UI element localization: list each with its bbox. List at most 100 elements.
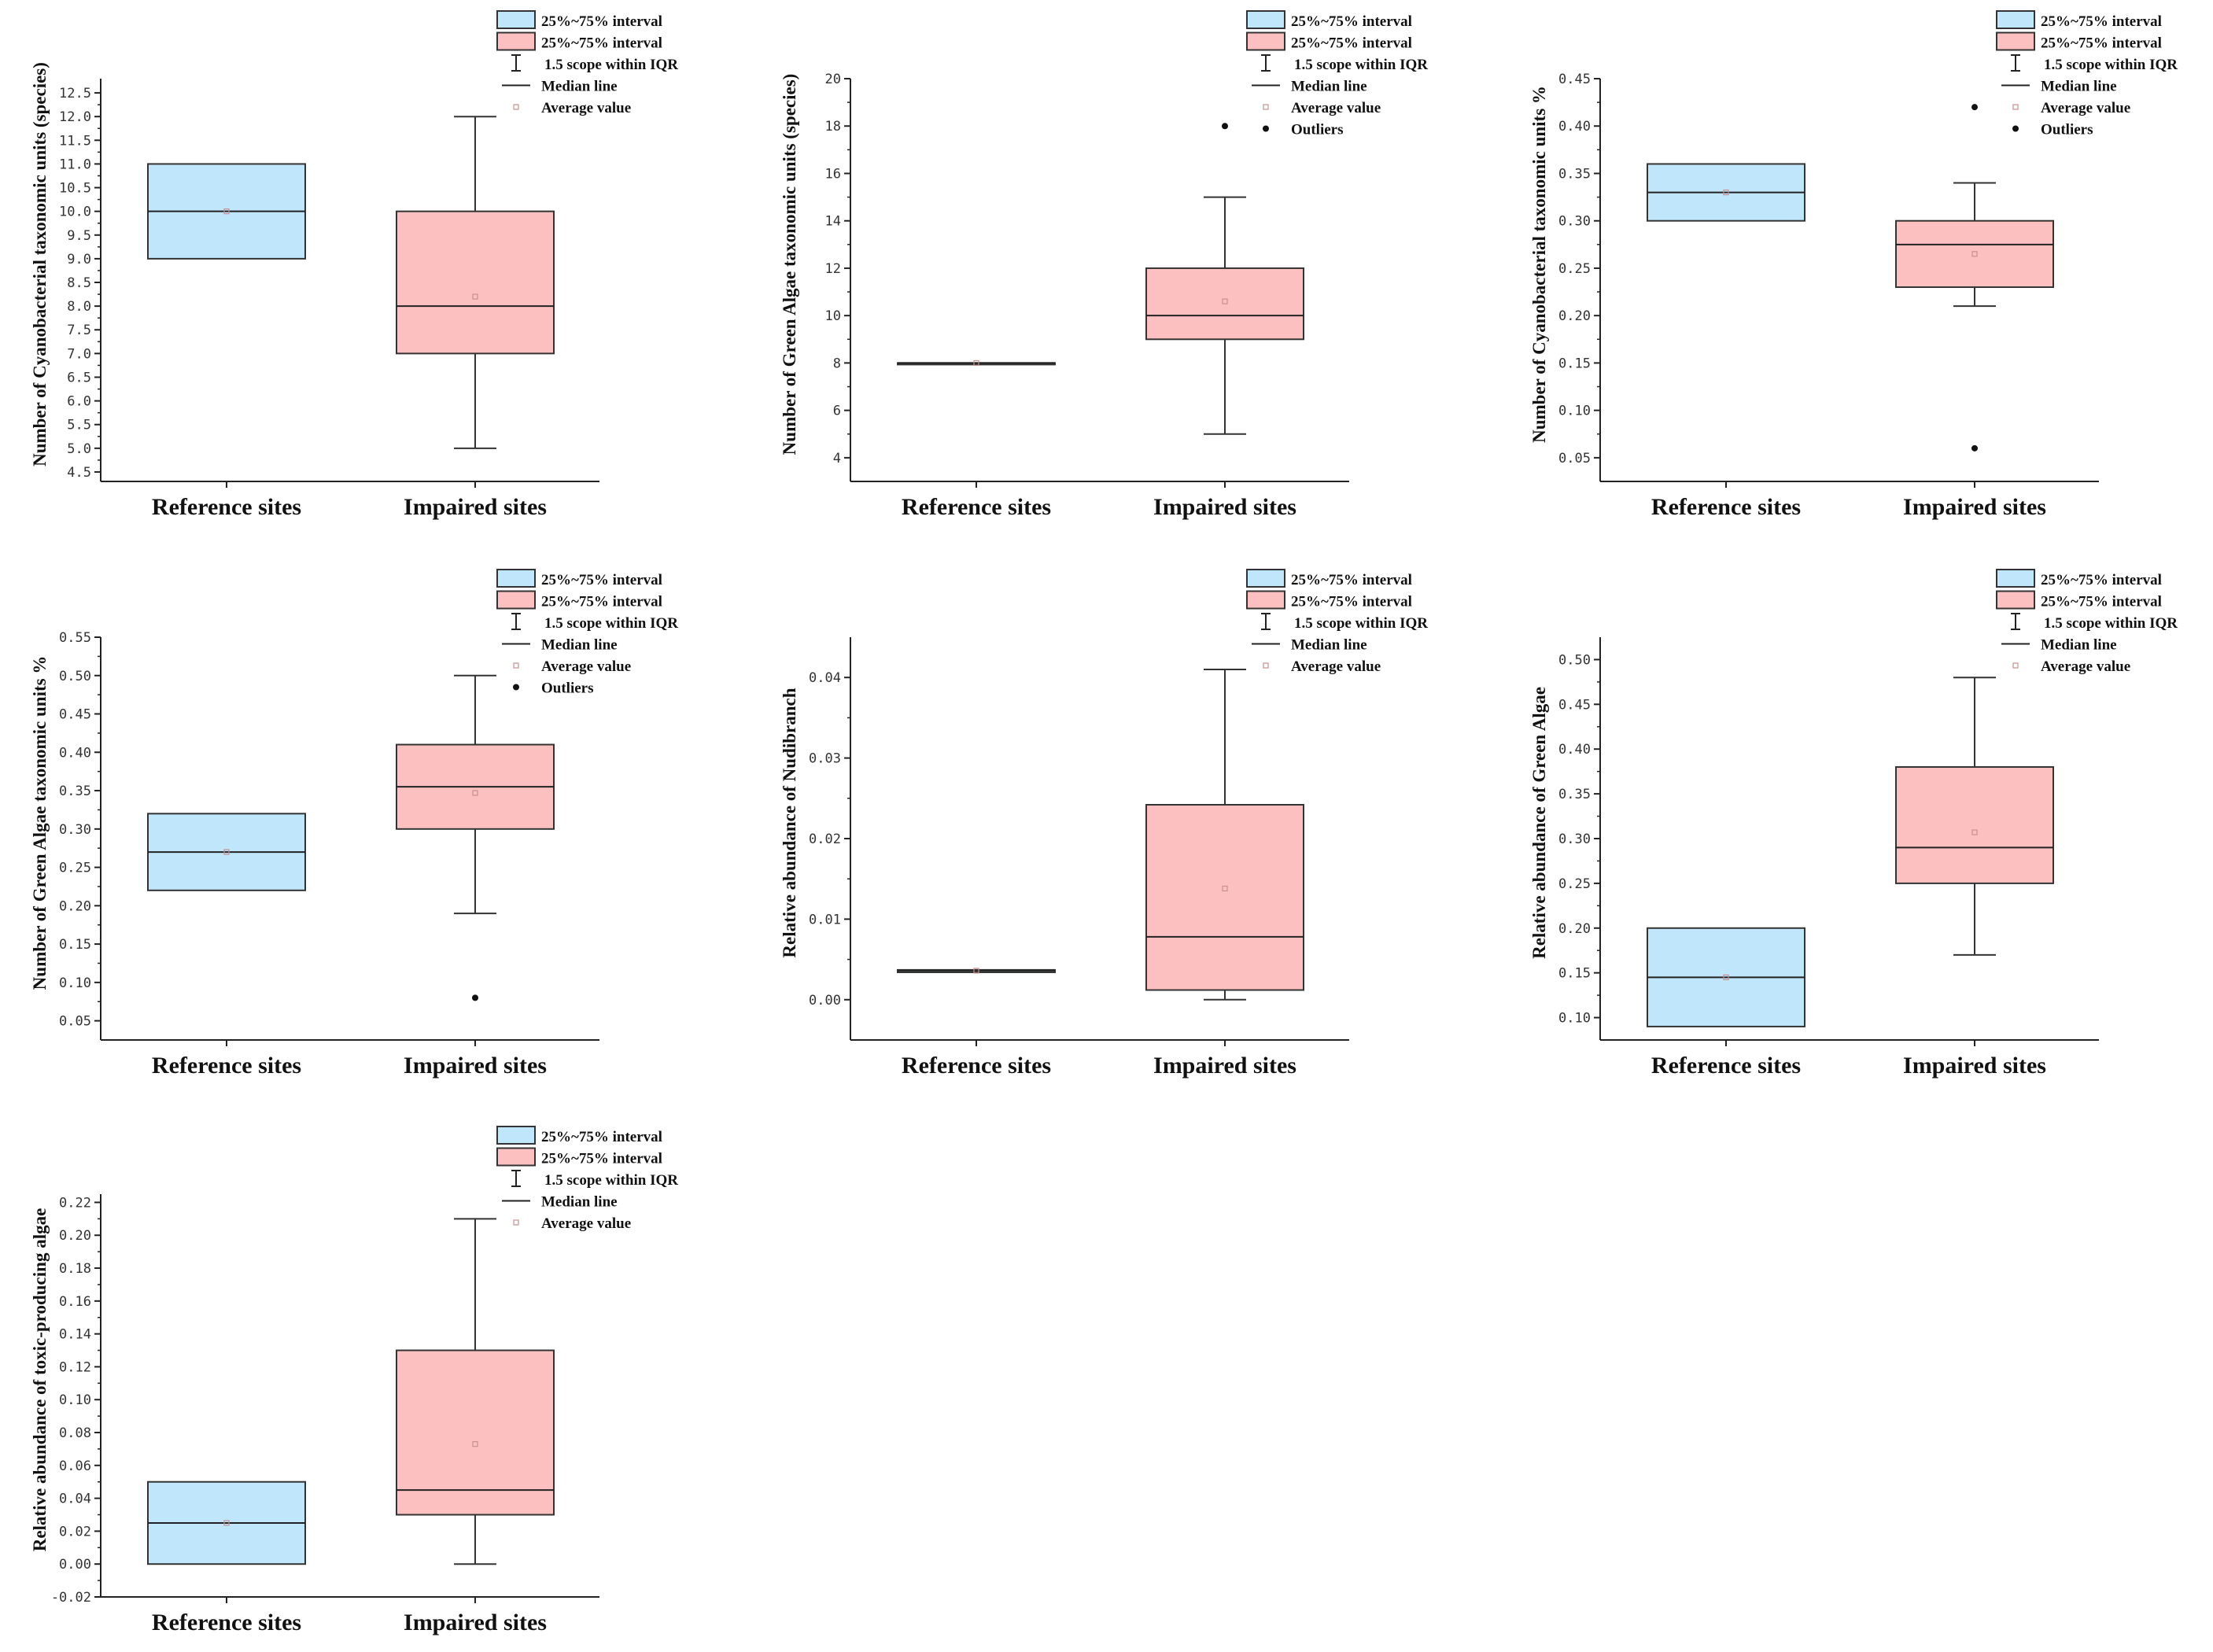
legend-label: Median line [2041, 79, 2117, 95]
y-tick-label: 0.40 [59, 745, 91, 761]
y-tick-label: 0.16 [59, 1294, 91, 1310]
y-tick-label: 12 [825, 261, 841, 277]
iqr-box [1145, 803, 1304, 991]
y-tick-label: 8 [833, 356, 841, 371]
legend-swatch-box [1246, 569, 1285, 588]
y-tick-label: 0.25 [1558, 876, 1591, 892]
chart-panel: -0.02 0.00 0.02 0.04 0.06 0.08 0.10 0.12 0.14 0.1… [30, 1126, 678, 1635]
impaired-box [1145, 123, 1304, 435]
legend-label: 25%~75% interval [1291, 594, 1412, 610]
y-axis-title: Number of Cyanobacterial taxonomic units… [1529, 86, 1549, 443]
legend-swatch-box [496, 569, 536, 588]
y-tick-label: 0.04 [809, 670, 841, 686]
legend-label: Outliers [2041, 122, 2093, 138]
legend-label: Median line [2041, 637, 2117, 654]
y-axis-title: Number of Cyanobacterial taxonomic units… [30, 62, 50, 466]
legend-swatch-box [1996, 31, 2035, 51]
legend-label: 1.5 scope within IQR [544, 1172, 678, 1189]
legend-label: 25%~75% interval [1291, 35, 1412, 52]
legend-label: Average value [541, 1215, 631, 1232]
legend-label: 25%~75% interval [541, 572, 662, 588]
chart-panel: 4.5 5.0 5.5 6.0 6.5 7.0 7.5 8.0 8.5 9.0 9.5 10.0 10.… [30, 10, 678, 520]
y-tick-label: 0.02 [59, 1524, 91, 1540]
x-category-label: Reference sites [152, 494, 301, 520]
legend-label: 25%~75% interval [1291, 572, 1412, 588]
y-tick-label: 10 [825, 308, 841, 324]
y-tick-label: 0.15 [59, 937, 91, 953]
y-tick-label: 7.5 [67, 323, 91, 338]
y-tick-label: 0.04 [59, 1492, 91, 1507]
y-axis-title: Number of Green Algae taxonomic units (s… [780, 74, 799, 455]
y-tick-label: 9.0 [67, 252, 91, 267]
x-category-label: Impaired sites [1153, 494, 1296, 520]
legend-label: 25%~75% interval [2041, 35, 2162, 52]
legend-swatch-box [496, 590, 536, 610]
y-axis-title: Number of Green Algae taxonomic units % [30, 656, 50, 990]
y-tick-label: 4.5 [67, 465, 91, 481]
legend-label: Average value [1291, 658, 1381, 675]
mean-marker [223, 849, 230, 855]
outlier-point [472, 994, 478, 1001]
legend-label: 1.5 scope within IQR [2044, 57, 2178, 73]
legend-swatch-box [1246, 590, 1285, 610]
legend: 25%~75% interval 25%~75% interval 1.5 scop… [1996, 569, 2178, 675]
mean-marker [472, 293, 478, 300]
y-tick-label: 0.20 [59, 1228, 91, 1244]
reference-box [1647, 163, 1805, 222]
x-category-label: Impaired sites [1903, 494, 2046, 520]
chart-panel: 0.05 0.10 0.15 0.20 0.25 0.30 0.35 0.40 0.45 Numb… [1529, 10, 2178, 520]
y-tick-label: 10.5 [59, 181, 91, 197]
chart-panel: 0.00 0.01 0.02 0.03 0.04 Relative abundance o… [780, 569, 1428, 1079]
impaired-box [396, 1218, 555, 1565]
y-tick-label: 0.30 [1558, 214, 1591, 230]
y-tick-label: 0.10 [59, 975, 91, 991]
y-tick-label: 12.5 [59, 86, 91, 101]
y-tick-label: 0.35 [1558, 787, 1591, 802]
iqr-box [1895, 219, 2054, 289]
legend-label: 1.5 scope within IQR [2044, 615, 2178, 632]
y-tick-label: 0.20 [1558, 921, 1591, 937]
legend-swatch-outlier [513, 684, 519, 691]
legend-label: Median line [541, 637, 618, 654]
y-tick-label: 4 [833, 451, 841, 466]
impaired-box [1895, 104, 2054, 452]
mean-marker [973, 360, 979, 367]
reference-box [147, 813, 306, 891]
mean-marker [1222, 298, 1228, 304]
mean-marker [1723, 189, 1729, 196]
y-tick-label: 0.18 [59, 1261, 91, 1277]
x-category-label: Impaired sites [404, 494, 547, 520]
mean-marker [472, 1441, 478, 1447]
y-tick-label: 0.20 [59, 898, 91, 914]
y-tick-label: 0.30 [1558, 832, 1591, 847]
legend-label: Median line [1291, 637, 1367, 654]
x-category-label: Reference sites [1651, 494, 1801, 520]
legend-swatch-mean [2012, 662, 2019, 669]
legend-label: 25%~75% interval [1291, 13, 1412, 30]
legend: 25%~75% interval 25%~75% interval 1.5 scop… [496, 1126, 678, 1232]
reference-box [897, 968, 1056, 974]
y-tick-label: 0.03 [809, 751, 841, 767]
legend-swatch-box [1246, 31, 1285, 51]
legend-label: Outliers [1291, 122, 1344, 138]
legend-swatch-outlier [1263, 125, 1269, 132]
outlier-point [1971, 444, 1978, 452]
y-tick-label: -0.02 [51, 1590, 91, 1606]
y-tick-label: 10.0 [59, 205, 91, 220]
mean-marker [223, 1520, 230, 1526]
legend-swatch-box [496, 1147, 536, 1167]
y-tick-label: 0.50 [59, 669, 91, 684]
y-tick-label: 0.55 [59, 630, 91, 646]
y-tick-label: 0.05 [59, 1014, 91, 1030]
legend-label: 25%~75% interval [2041, 572, 2162, 588]
legend-swatch-mean [513, 104, 519, 110]
legend-label: 25%~75% interval [2041, 13, 2162, 30]
legend-label: 25%~75% interval [541, 1151, 662, 1167]
iqr-box [1895, 765, 2054, 884]
y-tick-label: 0.00 [59, 1557, 91, 1573]
y-tick-label: 0.40 [1558, 119, 1591, 135]
legend-label: Average value [541, 100, 631, 116]
y-axis-title: Relative abundance of toxic-producing al… [30, 1208, 50, 1552]
y-tick-label: 0.15 [1558, 356, 1591, 371]
